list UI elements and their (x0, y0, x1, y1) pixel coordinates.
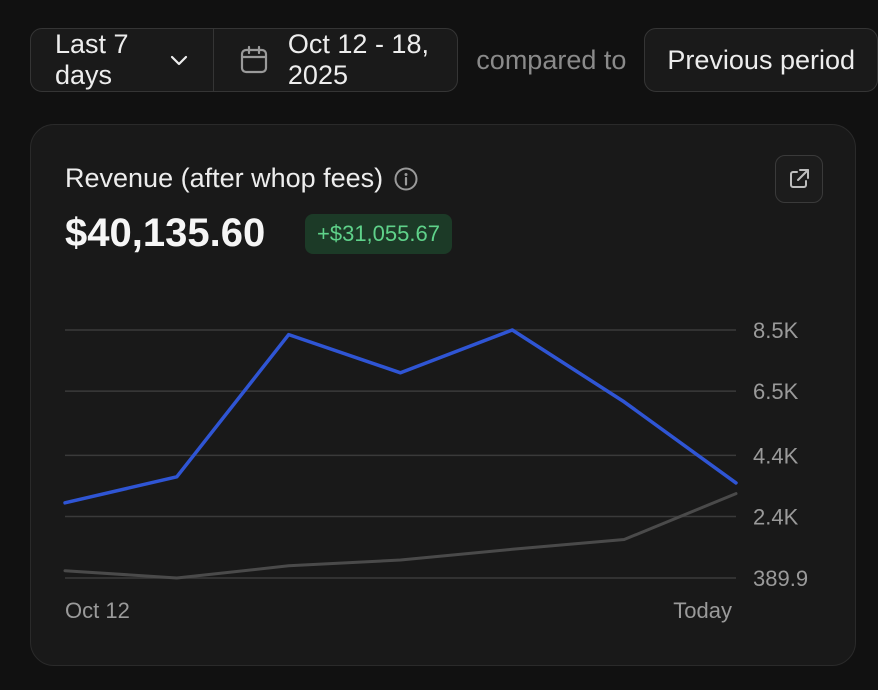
compare-period-dropdown[interactable]: Previous period (644, 28, 878, 92)
toolbar: Last 7 days Oct 12 - 18, 2025 compared t… (30, 28, 878, 92)
date-filter-group: Last 7 days Oct 12 - 18, 2025 (30, 28, 459, 92)
external-link-icon (786, 166, 812, 192)
revenue-chart: 8.5K 6.5K 4.4K 2.4K 389.9 Oct 12 Today (63, 318, 808, 623)
period-dropdown[interactable]: Last 7 days (31, 29, 213, 91)
revenue-amount: $40,135.60 (65, 211, 266, 255)
calendar-icon (238, 44, 270, 76)
y-tick-label: 2.4K (753, 505, 799, 530)
compared-to-label: compared to (476, 44, 627, 75)
chevron-down-icon (167, 48, 191, 72)
series-line-current (63, 328, 738, 505)
y-tick-label: 8.5K (753, 318, 799, 343)
y-tick-label: 6.5K (753, 379, 799, 404)
date-range-label: Oct 12 - 18, 2025 (287, 29, 429, 90)
info-icon[interactable] (393, 166, 419, 192)
period-label: Last 7 days (55, 29, 129, 90)
date-range-picker[interactable]: Oct 12 - 18, 2025 (212, 29, 457, 91)
series-line-previous (63, 492, 738, 580)
y-tick-label: 389.9 (753, 566, 808, 591)
card-title-text: Revenue (after whop fees) (65, 163, 384, 193)
compare-period-label: Previous period (667, 44, 855, 75)
y-tick-label: 4.4K (753, 443, 799, 468)
x-tick-label: Today (673, 598, 732, 623)
x-tick-label: Oct 12 (65, 598, 130, 623)
open-external-button[interactable] (775, 155, 823, 203)
revenue-delta-badge: +$31,055.67 (305, 214, 452, 254)
revenue-card: Revenue (after whop fees) $40,135.60 +$3… (30, 124, 856, 666)
card-title: Revenue (after whop fees) (65, 163, 419, 194)
